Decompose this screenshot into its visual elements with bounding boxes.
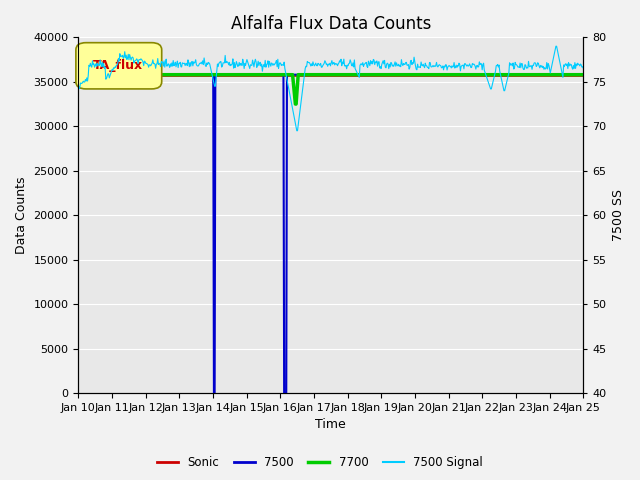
Text: TA_flux: TA_flux (93, 60, 143, 72)
Y-axis label: 7500 SS: 7500 SS (612, 189, 625, 241)
Y-axis label: Data Counts: Data Counts (15, 177, 28, 254)
Title: Alfalfa Flux Data Counts: Alfalfa Flux Data Counts (230, 15, 431, 33)
FancyBboxPatch shape (76, 43, 162, 89)
X-axis label: Time: Time (316, 419, 346, 432)
Legend: Sonic, 7500, 7700, 7500 Signal: Sonic, 7500, 7700, 7500 Signal (152, 452, 488, 474)
